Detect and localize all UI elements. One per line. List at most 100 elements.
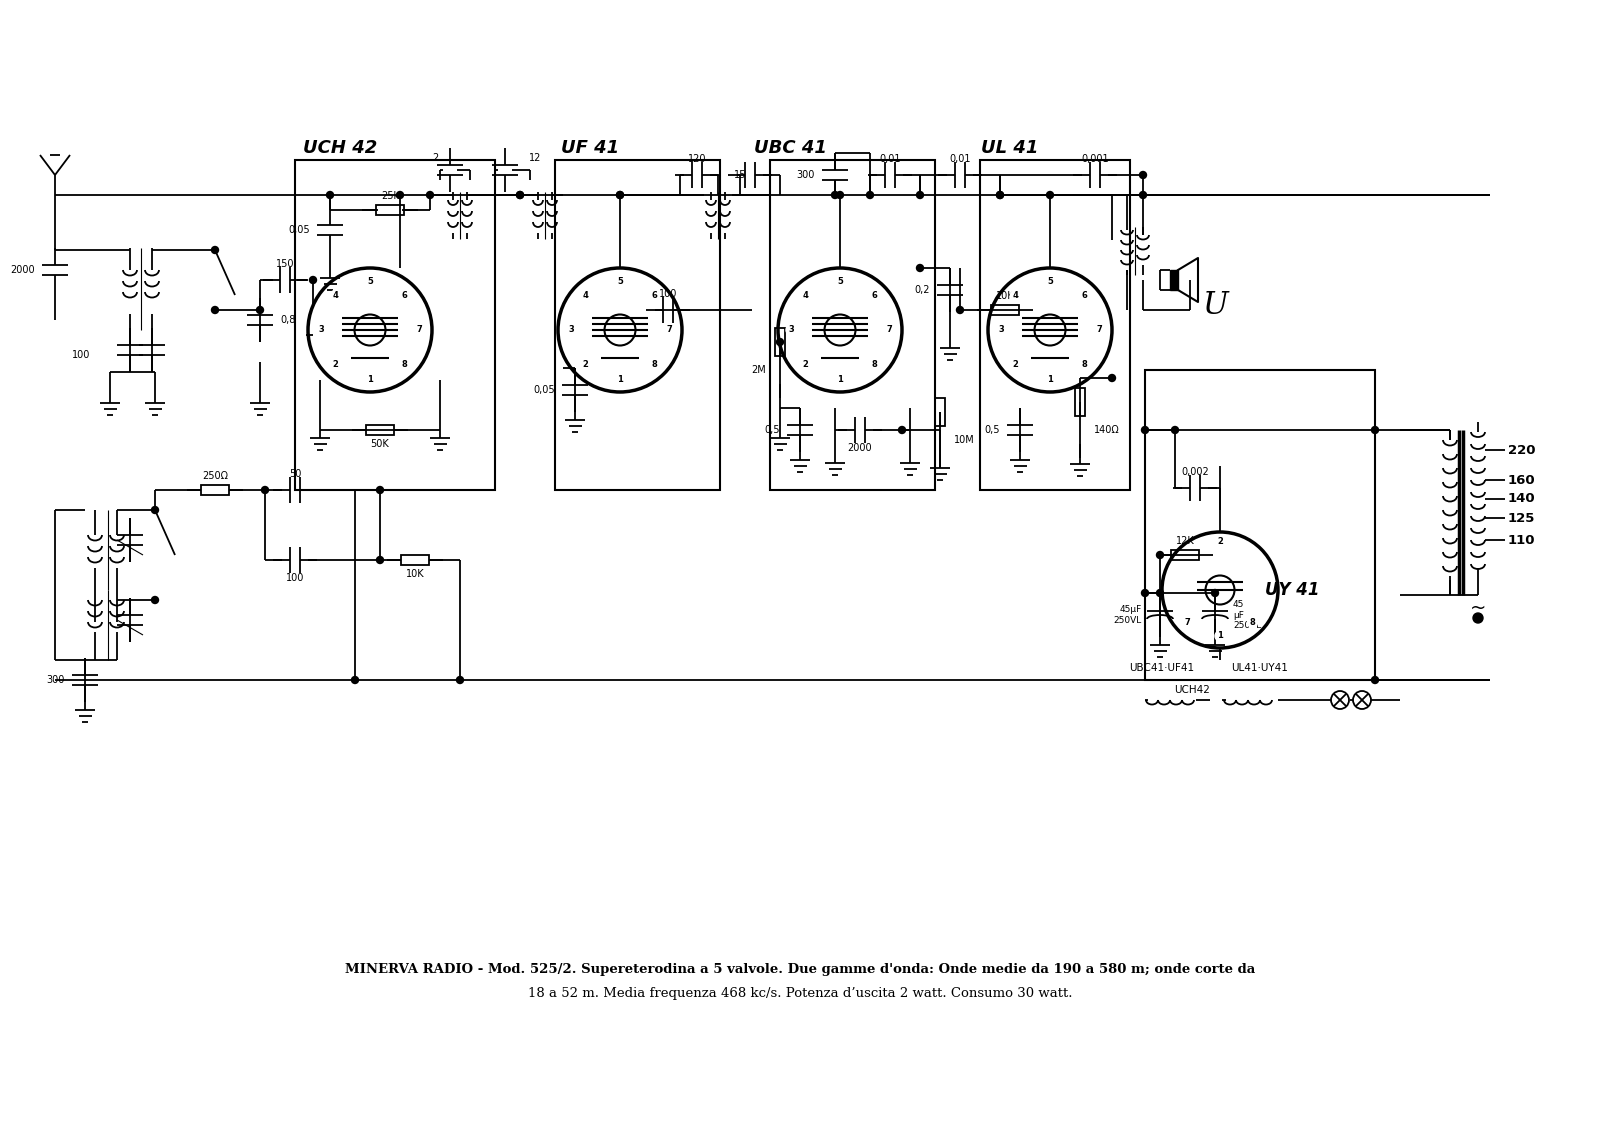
Text: UF 41: UF 41: [562, 139, 619, 157]
Circle shape: [1182, 618, 1192, 628]
Circle shape: [1080, 291, 1090, 301]
Circle shape: [899, 426, 906, 433]
Text: 6: 6: [651, 291, 658, 300]
Circle shape: [400, 360, 410, 370]
Text: UBC41·UF41: UBC41·UF41: [1130, 663, 1195, 673]
Text: 8: 8: [1250, 618, 1256, 627]
Bar: [376, 205, 403, 215]
Text: 140Ω: 140Ω: [1094, 425, 1120, 435]
Text: 0,5: 0,5: [765, 425, 781, 435]
Text: 2: 2: [803, 360, 808, 369]
Text: 2: 2: [582, 360, 589, 369]
Circle shape: [1371, 426, 1379, 433]
Text: 6: 6: [1082, 291, 1088, 300]
Text: 0,05: 0,05: [533, 385, 555, 395]
Bar: [1170, 270, 1178, 290]
Circle shape: [376, 486, 384, 493]
Text: 150: 150: [275, 259, 294, 269]
Bar: [1171, 550, 1198, 560]
Text: 120: 120: [688, 154, 706, 164]
Circle shape: [1211, 589, 1219, 596]
Circle shape: [997, 191, 1003, 199]
Text: 7: 7: [416, 326, 422, 335]
Text: 5: 5: [366, 276, 373, 285]
Text: 7: 7: [1184, 618, 1190, 627]
Text: 7: 7: [1096, 326, 1102, 335]
Circle shape: [1157, 589, 1163, 596]
Text: 45
µF
250VL: 45 µF 250VL: [1234, 601, 1261, 630]
Circle shape: [1171, 426, 1179, 433]
Text: 4: 4: [803, 291, 808, 300]
Circle shape: [1139, 191, 1147, 199]
Circle shape: [650, 291, 659, 301]
Circle shape: [309, 276, 317, 284]
Text: ~: ~: [1470, 598, 1486, 618]
Circle shape: [256, 307, 264, 313]
Text: 140: 140: [1507, 492, 1536, 506]
Bar: [990, 305, 1019, 316]
Text: 10M: 10M: [954, 435, 974, 444]
Text: 18 a 52 m. Media frequenza 468 kc/s. Potenza d’uscita 2 watt. Consumo 30 watt.: 18 a 52 m. Media frequenza 468 kc/s. Pot…: [528, 986, 1072, 1000]
Circle shape: [995, 325, 1006, 335]
Circle shape: [1045, 276, 1054, 286]
Text: 1: 1: [837, 374, 843, 383]
Circle shape: [997, 191, 1003, 199]
Text: 3: 3: [318, 326, 323, 335]
Circle shape: [835, 374, 845, 385]
Circle shape: [800, 360, 810, 370]
Text: 110: 110: [1507, 534, 1536, 546]
Text: 50K: 50K: [371, 439, 389, 449]
Circle shape: [330, 291, 341, 301]
Circle shape: [517, 191, 523, 199]
Text: 5: 5: [837, 276, 843, 285]
Text: 6: 6: [872, 291, 877, 300]
Text: 0,5: 0,5: [984, 425, 1000, 435]
Circle shape: [1010, 360, 1021, 370]
Circle shape: [397, 191, 403, 199]
Circle shape: [1139, 172, 1147, 179]
Text: 12: 12: [530, 153, 541, 163]
Circle shape: [870, 291, 880, 301]
Text: 100: 100: [72, 349, 90, 360]
Text: 2: 2: [1218, 537, 1222, 546]
Text: 2000: 2000: [10, 265, 35, 275]
Text: UBC 41: UBC 41: [754, 139, 827, 157]
Text: 3: 3: [789, 326, 794, 335]
Text: 100: 100: [286, 573, 304, 582]
Text: U: U: [1202, 290, 1227, 320]
Circle shape: [330, 360, 341, 370]
Circle shape: [786, 325, 797, 335]
Circle shape: [1045, 374, 1054, 385]
Text: 50: 50: [290, 469, 301, 480]
Text: UL 41: UL 41: [981, 139, 1038, 157]
Circle shape: [835, 276, 845, 286]
Circle shape: [664, 325, 674, 335]
Circle shape: [376, 556, 384, 563]
Circle shape: [1157, 552, 1163, 559]
Bar: [402, 555, 429, 566]
Text: 300: 300: [46, 675, 66, 685]
Text: 8: 8: [872, 360, 877, 369]
Text: 1: 1: [1046, 374, 1053, 383]
Circle shape: [414, 325, 424, 335]
Bar: [934, 398, 946, 426]
Text: 10K: 10K: [995, 291, 1014, 301]
Text: UL41·UY41: UL41·UY41: [1232, 663, 1288, 673]
Text: 0,01: 0,01: [949, 154, 971, 164]
Text: 250Ω: 250Ω: [202, 470, 229, 481]
Circle shape: [517, 191, 523, 199]
Circle shape: [152, 507, 158, 513]
Text: 8: 8: [1082, 360, 1088, 369]
Text: 1: 1: [1218, 631, 1222, 640]
Circle shape: [800, 291, 810, 301]
Circle shape: [1010, 291, 1021, 301]
Text: 300: 300: [797, 170, 814, 180]
Circle shape: [566, 325, 576, 335]
Bar: [366, 425, 394, 435]
Circle shape: [616, 191, 624, 199]
Text: 5: 5: [618, 276, 622, 285]
Circle shape: [917, 191, 923, 199]
Circle shape: [1214, 537, 1226, 547]
Circle shape: [870, 360, 880, 370]
Circle shape: [957, 307, 963, 313]
